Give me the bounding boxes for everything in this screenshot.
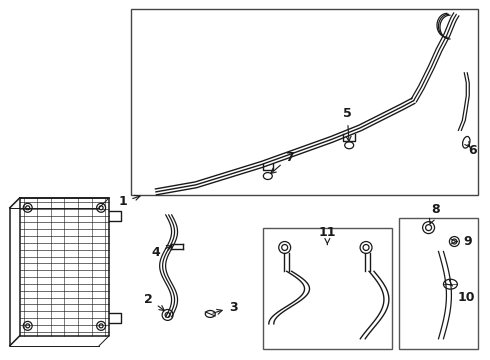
Text: 5: 5 <box>343 107 352 141</box>
Text: 7: 7 <box>271 151 294 174</box>
Text: 1: 1 <box>119 195 140 208</box>
Text: 9: 9 <box>451 235 471 248</box>
Text: 3: 3 <box>213 301 238 314</box>
Text: 2: 2 <box>145 293 164 311</box>
Text: 4: 4 <box>151 246 172 259</box>
Text: 10: 10 <box>446 280 475 303</box>
Text: 8: 8 <box>430 203 440 224</box>
Text: 6: 6 <box>465 141 477 157</box>
Text: 11: 11 <box>318 226 336 245</box>
